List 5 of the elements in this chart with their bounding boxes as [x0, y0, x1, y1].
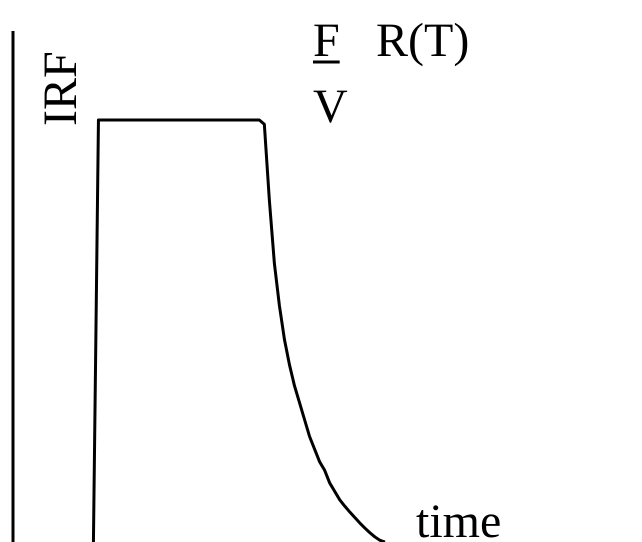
y-axis-title: IRF [34, 51, 87, 126]
text: R(T) [376, 14, 470, 67]
text: F [313, 14, 340, 67]
annotation: V [313, 80, 348, 133]
x-axis-title: time [416, 495, 502, 542]
